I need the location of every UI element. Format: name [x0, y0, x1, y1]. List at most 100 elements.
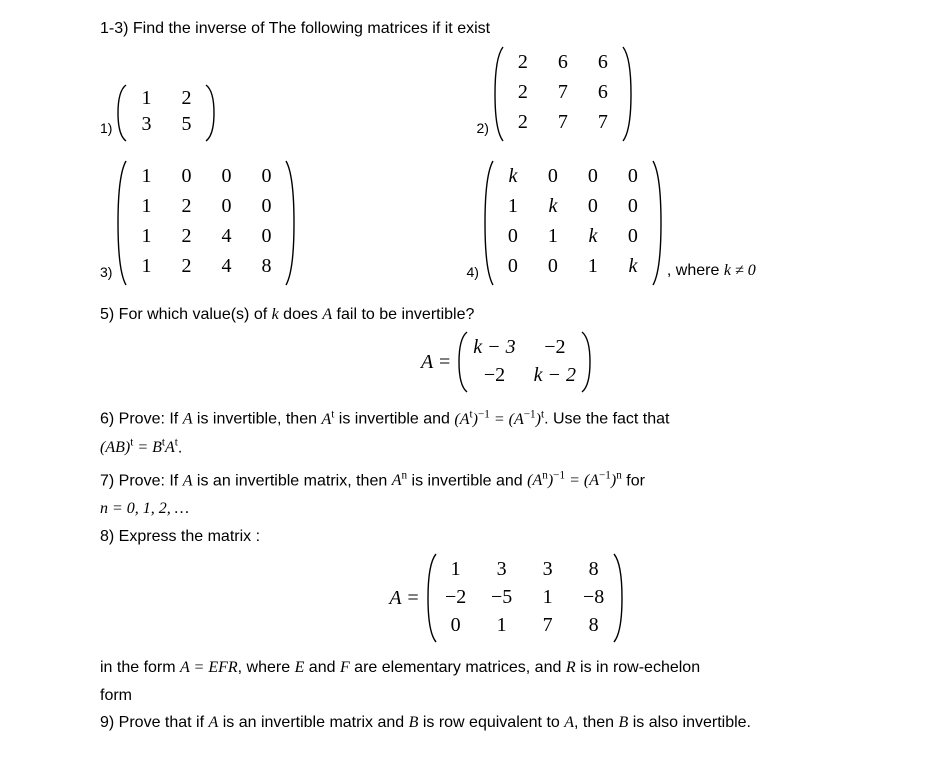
q7-eq: (An)−1 = (A−1)n — [527, 472, 622, 489]
q8-F: F — [340, 659, 350, 676]
matrix-cell: −2 — [442, 584, 470, 611]
q8-R: R — [566, 659, 576, 676]
matrix-cell: 1 — [132, 253, 160, 280]
matrix-cell: 6 — [589, 49, 617, 76]
matrix-cell: −8 — [580, 584, 608, 611]
q6-post: . Use the fact that — [544, 411, 669, 428]
matrix-cell: 0 — [619, 163, 647, 190]
matrix-cell: −2 — [480, 362, 508, 389]
q7-n: n = 0, 1, 2, … — [100, 500, 189, 517]
q6-eq2: (AB)t = BtAt — [100, 439, 178, 456]
q9-line: 9) Prove that if A is an invertible matr… — [100, 712, 913, 734]
matrix-cell: 8 — [252, 253, 280, 280]
q8-E: E — [295, 659, 305, 676]
q5-t3: fail to be invertible? — [332, 306, 474, 323]
q7-line1: 7) Prove: If A is an invertible matrix, … — [100, 469, 913, 492]
left-paren-icon — [116, 160, 128, 286]
matrix-cell: 4 — [212, 253, 240, 280]
q7-post: for — [622, 472, 645, 489]
matrix-cell: 2 — [509, 79, 537, 106]
matrix-q5: k − 3−2−2k − 2 — [457, 331, 592, 393]
row-1-2: 1) 1235 2) 266276277 — [100, 46, 913, 142]
matrix-cell: 1 — [488, 612, 516, 639]
p4-suffix-pre: , where — [667, 262, 724, 279]
q8-eq: A = 1338−2−51−80178 — [100, 553, 913, 643]
matrix-cell: 0 — [579, 193, 607, 220]
q5-k: k — [272, 306, 279, 323]
matrix-cell: 0 — [172, 163, 200, 190]
matrix-cell: 3 — [534, 556, 562, 583]
q9-B2: B — [619, 714, 629, 731]
row-3-4: 3) 1000120012401248 4) k0001k0001k0001k … — [100, 160, 913, 286]
q8-tail1: in the form A = EFR, where E and F are e… — [100, 657, 913, 679]
matrix-cell: 3 — [132, 111, 160, 138]
q6-m2: is invertible and — [334, 411, 454, 428]
matrix-4: k0001k0001k0001k — [483, 160, 663, 286]
matrix-cell: 0 — [539, 253, 567, 280]
q6-eq: (At)−1 = (A−1)t — [454, 411, 544, 428]
matrix-cell: 2 — [172, 253, 200, 280]
q5-line: 5) For which value(s) of k does A fail t… — [100, 304, 913, 326]
right-paren-icon — [204, 84, 216, 142]
matrix-cell: 1 — [132, 223, 160, 250]
matrix-cell: 0 — [619, 193, 647, 220]
problem-1: 1) 1235 — [100, 84, 216, 142]
matrix-cell: 1 — [579, 253, 607, 280]
matrix-cell: 0 — [499, 223, 527, 250]
q8-and: and — [304, 659, 340, 676]
q6-pre: 6) Prove: If — [100, 411, 183, 428]
matrix-cell: 4 — [212, 223, 240, 250]
problem-2: 2) 266276277 — [476, 46, 632, 142]
q8-te: A = EFR — [180, 659, 238, 676]
q9-m3: , then — [574, 714, 618, 731]
left-paren-icon — [426, 553, 438, 643]
label-4: 4) — [466, 263, 478, 286]
q5-A: A — [322, 306, 332, 323]
matrix-cell: 2 — [172, 85, 200, 112]
matrix-cell: 2 — [172, 193, 200, 220]
matrix-2: 266276277 — [493, 46, 633, 142]
q7-line2: n = 0, 1, 2, … — [100, 498, 913, 520]
q9-A2: A — [564, 714, 574, 731]
matrix-cell: 7 — [549, 109, 577, 136]
matrix-cell: −5 — [488, 584, 516, 611]
q6-m1: is invertible, then — [192, 411, 321, 428]
q6-At: At — [321, 411, 334, 428]
matrix-cell: 1 — [499, 193, 527, 220]
q9-A: A — [209, 714, 219, 731]
matrix-cell: k − 2 — [534, 362, 576, 389]
right-paren-icon — [621, 46, 633, 142]
matrix-cell: 1 — [132, 85, 160, 112]
q7-An: An — [392, 472, 407, 489]
matrix-cell: 6 — [549, 49, 577, 76]
q8-tm2: are elementary matrices, and — [350, 659, 566, 676]
matrix-cell: 5 — [172, 111, 200, 138]
q9-m2: is row equivalent to — [418, 714, 564, 731]
q9-B: B — [409, 714, 419, 731]
matrix-cell: 0 — [212, 163, 240, 190]
right-paren-icon — [612, 553, 624, 643]
matrix-cell: −2 — [541, 334, 569, 361]
label-3: 3) — [100, 263, 112, 286]
matrix-cell: k — [579, 223, 607, 250]
matrix-cell: 7 — [534, 612, 562, 639]
matrix-cell: 1 — [539, 223, 567, 250]
q7-pre: 7) Prove: If — [100, 472, 183, 489]
matrix-cell: 8 — [580, 556, 608, 583]
matrix-cell: 2 — [509, 109, 537, 136]
matrix-cell: 0 — [212, 193, 240, 220]
matrix-cell: 2 — [172, 223, 200, 250]
p4-suffix: , where k ≠ 0 — [667, 260, 756, 286]
q5-t2: does — [279, 306, 323, 323]
label-2: 2) — [476, 119, 488, 142]
q8-tp: in the form — [100, 659, 180, 676]
matrix-cell: 0 — [442, 612, 470, 639]
matrix-cell: 1 — [132, 163, 160, 190]
matrix-cell: 1 — [534, 584, 562, 611]
matrix-cell: 0 — [252, 193, 280, 220]
left-paren-icon — [457, 331, 469, 393]
q8-line: 8) Express the matrix : — [100, 526, 913, 548]
q5-eq: A = k − 3−2−2k − 2 — [100, 331, 913, 393]
q9-post: is also invertible. — [628, 714, 751, 731]
q6-line1: 6) Prove: If A is invertible, then At is… — [100, 407, 913, 430]
